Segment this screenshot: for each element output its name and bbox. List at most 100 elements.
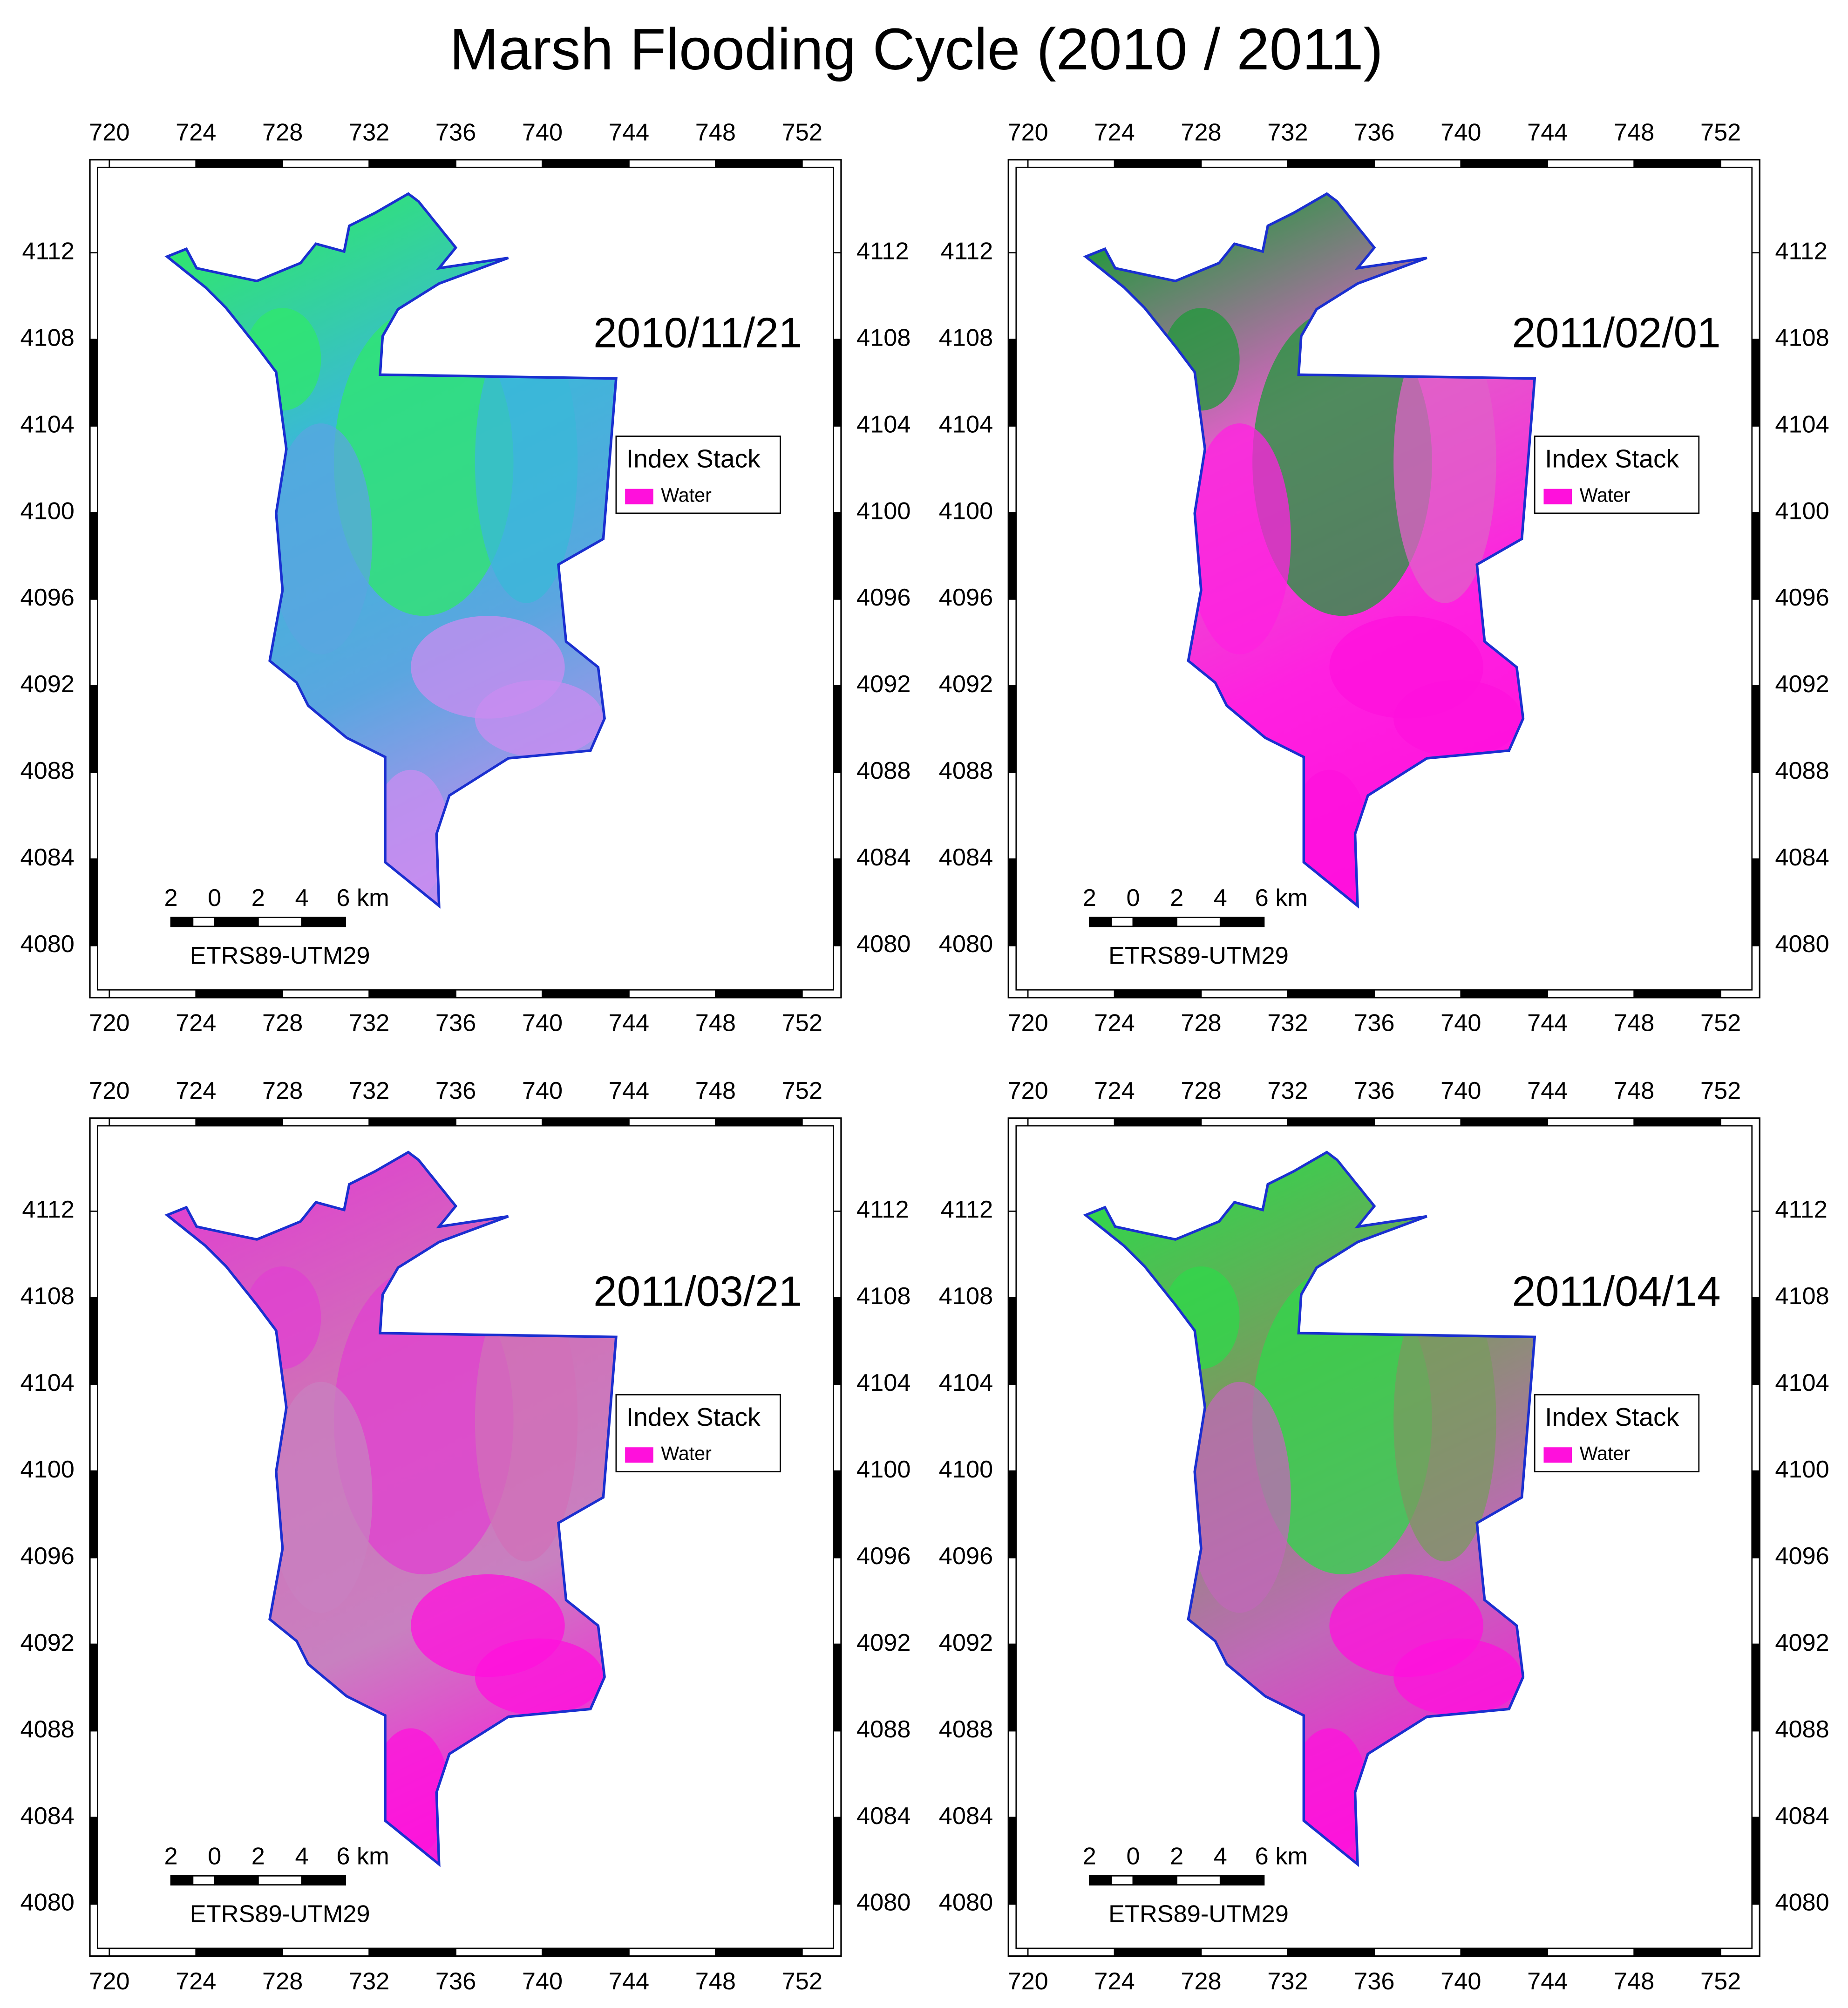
marsh-patch (270, 1382, 373, 1613)
y-tick-label: 4080 (20, 931, 74, 958)
x-tick-label: 728 (1181, 1077, 1221, 1104)
frame-segment (1752, 339, 1760, 426)
frame-segment (1008, 1471, 1016, 1558)
frame-segment (1008, 686, 1016, 773)
frame-segment (196, 990, 283, 998)
scale-bar-label: 6 km (1255, 1843, 1308, 1870)
frame-segment (833, 1817, 841, 1904)
y-tick-label: 4092 (939, 671, 993, 698)
scale-bar-label: 2 (164, 1843, 177, 1870)
marsh-patch (475, 320, 578, 603)
x-tick-label: 736 (435, 1077, 476, 1104)
x-tick-label: 752 (782, 1009, 822, 1036)
y-tick-label: 4104 (1775, 411, 1829, 438)
scale-bar-segment (257, 1875, 303, 1885)
frame-segment (89, 1298, 98, 1385)
marsh-patch (1252, 308, 1432, 616)
marsh-patch (1188, 1382, 1291, 1613)
x-tick-label: 748 (695, 1077, 736, 1104)
x-tick-label: 736 (1354, 119, 1394, 146)
y-tick-label: 4096 (1775, 584, 1829, 611)
y-tick-label: 4100 (20, 497, 74, 524)
legend-title: Index Stack (626, 1402, 761, 1431)
y-tick-label: 4112 (941, 1196, 993, 1223)
scale-bar-segment (257, 917, 303, 927)
scale-bar-label: 4 (295, 1843, 308, 1870)
scale-bar-label: 4 (1214, 885, 1227, 912)
scale-bar-segment (1176, 1875, 1221, 1885)
scale-bar-label: 2 (1083, 1843, 1096, 1870)
x-tick-label: 740 (522, 1968, 563, 1995)
x-tick-label: 740 (1440, 119, 1481, 146)
y-tick-label: 4084 (20, 1803, 74, 1830)
x-tick-label: 720 (89, 119, 129, 146)
y-tick-label: 4096 (939, 1543, 993, 1570)
frame-segment (1287, 159, 1374, 168)
x-tick-label: 728 (262, 1968, 303, 1995)
x-tick-label: 732 (1267, 1009, 1308, 1036)
frame-segment (1287, 1948, 1374, 1956)
x-tick-label: 732 (349, 1968, 389, 1995)
y-tick-label: 4092 (20, 671, 74, 698)
x-tick-label: 752 (782, 119, 822, 146)
y-tick-label: 4096 (856, 1543, 910, 1570)
x-tick-label: 728 (262, 1077, 303, 1104)
x-tick-label: 720 (89, 1968, 129, 1995)
y-tick-label: 4104 (856, 411, 910, 438)
y-tick-label: 4100 (856, 1456, 910, 1483)
y-tick-label: 4108 (939, 1283, 993, 1310)
y-tick-label: 4092 (20, 1629, 74, 1656)
y-tick-label: 4104 (20, 411, 74, 438)
scale-bar-label: 2 (251, 1843, 265, 1870)
y-tick-label: 4104 (939, 1369, 993, 1396)
frame-segment (1634, 1118, 1721, 1126)
frame-segment (1114, 1118, 1202, 1126)
x-tick-label: 740 (522, 1009, 563, 1036)
legend-label: Water (1580, 484, 1631, 506)
marsh-patch (1393, 680, 1522, 757)
x-tick-label: 720 (1007, 119, 1048, 146)
frame-segment (196, 1118, 283, 1126)
date-label: 2010/11/21 (593, 310, 802, 357)
y-tick-label: 4092 (939, 1629, 993, 1656)
frame-segment (833, 1298, 841, 1385)
frame-segment (89, 1471, 98, 1558)
x-tick-label: 752 (782, 1968, 822, 1995)
y-tick-label: 4104 (20, 1369, 74, 1396)
frame-segment (833, 339, 841, 426)
marsh-outline (164, 1150, 618, 1867)
x-tick-label: 744 (609, 1968, 649, 1995)
scale-bar-label: 4 (295, 885, 308, 912)
scale-bar-label: 0 (208, 885, 221, 912)
frame-segment (1752, 1298, 1760, 1385)
y-tick-label: 4108 (939, 324, 993, 351)
x-tick-label: 724 (1094, 1077, 1135, 1104)
y-tick-label: 4092 (1775, 671, 1829, 698)
x-tick-label: 744 (1527, 1009, 1568, 1036)
date-label: 2011/04/14 (1512, 1268, 1720, 1315)
marsh-patch (270, 423, 373, 654)
x-tick-label: 724 (1094, 119, 1135, 146)
x-tick-label: 724 (176, 1968, 216, 1995)
frame-segment (89, 859, 98, 946)
frame-segment (369, 1948, 456, 1956)
x-tick-label: 720 (1007, 1968, 1048, 1995)
frame-segment (1752, 1471, 1760, 1558)
y-tick-label: 4084 (20, 844, 74, 871)
scale-bar-segment (301, 917, 346, 927)
x-tick-label: 748 (1614, 119, 1654, 146)
frame-segment (1752, 1817, 1760, 1904)
x-tick-label: 748 (1614, 1009, 1654, 1036)
x-tick-label: 732 (349, 119, 389, 146)
frame-segment (1461, 1948, 1548, 1956)
scale-bar-label: 2 (1170, 1843, 1183, 1870)
frame-segment (1752, 686, 1760, 773)
marsh-patch (1393, 1638, 1522, 1715)
x-tick-label: 748 (695, 1968, 736, 1995)
x-tick-label: 720 (1007, 1077, 1048, 1104)
legend-swatch (625, 489, 653, 504)
scale-bar-segment (301, 1875, 346, 1885)
x-tick-label: 740 (1440, 1009, 1481, 1036)
x-tick-label: 736 (1354, 1968, 1394, 1995)
